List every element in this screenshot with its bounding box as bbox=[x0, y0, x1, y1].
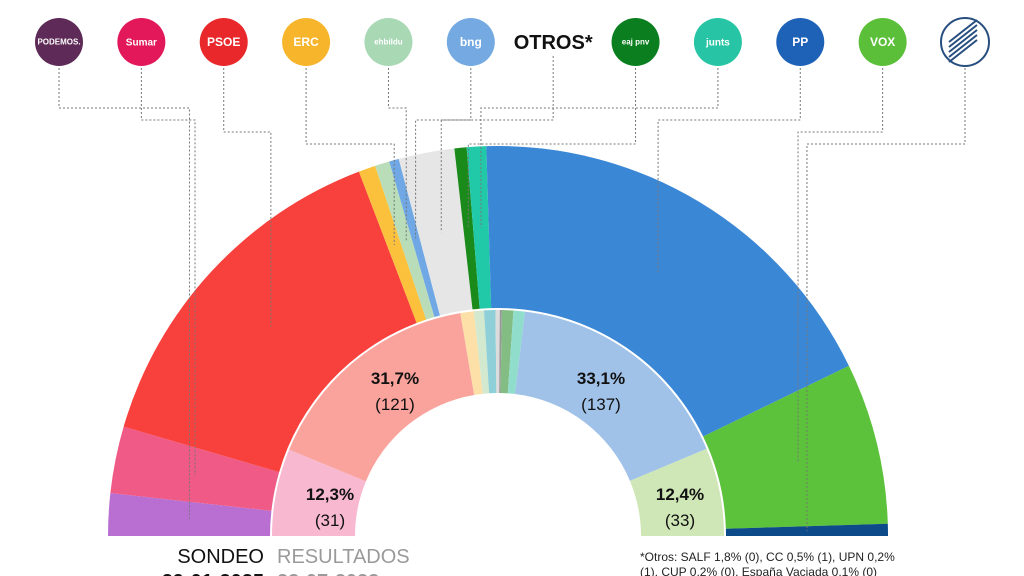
psoe-logo-text: PSOE bbox=[207, 35, 240, 49]
legend-resultados-label: RESULTADOS bbox=[277, 546, 410, 568]
bng-logo-text: bng bbox=[460, 35, 482, 49]
vox-logo-circle bbox=[858, 18, 907, 66]
sondeo-segment-pp bbox=[486, 146, 849, 437]
sondeo-segment-otros bbox=[398, 148, 473, 316]
sondeo-segment-sumar bbox=[110, 426, 280, 511]
sondeo-segment-bng bbox=[389, 158, 440, 318]
vox-logo-text: VOX bbox=[870, 35, 895, 49]
pnv-logo: eaj pnv bbox=[611, 18, 660, 66]
footnote: *Otros: SALF 1,8% (0), CC 0,5% (1), UPN … bbox=[640, 550, 895, 576]
resultados-segment-ehbildu bbox=[473, 310, 490, 394]
podemos-logo-circle bbox=[35, 18, 83, 66]
resultados-segment-cc bbox=[507, 310, 525, 395]
junts-logo-text: junts bbox=[705, 37, 730, 48]
bng-logo: bng bbox=[446, 18, 495, 66]
alvise-logo-stripe bbox=[948, 29, 978, 53]
sondeo-segment-psoe bbox=[123, 171, 417, 473]
footnote-line-2: (1), CUP 0,2% (0), España Vaciada 0,1% (… bbox=[640, 565, 877, 576]
pp-logo: PP bbox=[776, 18, 825, 66]
sondeo-segment-erc bbox=[358, 165, 427, 323]
otros-leader-line bbox=[440, 56, 554, 233]
alvise-logo-ring bbox=[940, 17, 990, 67]
otros-logo: OTROS* bbox=[514, 32, 593, 54]
vox-logo: VOX bbox=[858, 18, 907, 66]
junts-logo-circle bbox=[693, 18, 742, 66]
pp-logo-circle bbox=[776, 18, 825, 66]
pp-logo-text: PP bbox=[792, 35, 808, 49]
pnv-logo-text: eaj pnv bbox=[622, 38, 650, 47]
legend: SONDEO RESULTADOS 29-01-2025 23-07-2023 bbox=[162, 546, 410, 576]
resultados-segment-bng bbox=[483, 310, 497, 394]
psoe-seats: (121) bbox=[375, 395, 415, 414]
legend-resultados-date: 23-07-2023 bbox=[277, 571, 379, 576]
pp-result-label: 33,1% (137) bbox=[577, 369, 625, 414]
pp-leader-line bbox=[657, 68, 801, 272]
pp-seats: (137) bbox=[581, 395, 621, 414]
junts-logo: junts bbox=[693, 18, 742, 66]
resultados-segment-pp bbox=[515, 311, 707, 481]
party-logos: PODEMOS. Sumar PSOE ERC ehbildu bng OTROS* eaj … bbox=[35, 17, 990, 67]
ehbildu-logo: ehbildu bbox=[364, 18, 413, 66]
resultados-segment-junts bbox=[500, 310, 514, 394]
podemos-logo: PODEMOS. bbox=[35, 18, 83, 66]
psoe-leader-line bbox=[223, 68, 272, 327]
resultados-segment-vox bbox=[629, 448, 724, 536]
pnv-logo-circle bbox=[611, 18, 660, 66]
sondeo-segment-junts bbox=[466, 146, 492, 309]
vox-leader-line bbox=[797, 68, 884, 463]
pp-percentage: 33,1% bbox=[577, 369, 625, 388]
sondeo-ring bbox=[108, 146, 888, 536]
bng-logo-circle bbox=[446, 18, 495, 66]
podemos-logo-text: PODEMOS. bbox=[37, 38, 80, 47]
alvise-logo-stripe bbox=[948, 24, 978, 48]
ehbildu-logo-text: ehbildu bbox=[374, 38, 403, 47]
sumar-result-label: 12,3% (31) bbox=[306, 485, 354, 530]
sondeo-segment-ehbildu bbox=[375, 161, 435, 320]
erc-logo-circle bbox=[282, 18, 331, 66]
sumar-seats: (31) bbox=[315, 511, 345, 530]
resultados-segment-sumar bbox=[272, 449, 366, 536]
leader-lines bbox=[58, 56, 966, 532]
erc-logo-text: ERC bbox=[293, 35, 319, 49]
erc-leader-line bbox=[305, 68, 395, 245]
vox-result-label: 12,4% (33) bbox=[656, 485, 704, 530]
sumar-percentage: 12,3% bbox=[306, 485, 354, 504]
sumar-logo-text: Sumar bbox=[126, 37, 157, 48]
resultados-segment-pnv bbox=[499, 310, 502, 394]
resultados-segment-erc bbox=[460, 311, 483, 396]
resultados-ring bbox=[272, 310, 724, 536]
sumar-logo: Sumar bbox=[117, 18, 166, 66]
bng-leader-line bbox=[415, 68, 472, 239]
vox-seats: (33) bbox=[665, 511, 695, 530]
resultados-segment-psoe bbox=[289, 313, 475, 482]
ehbildu-logo-circle bbox=[364, 18, 413, 66]
otros-label: OTROS* bbox=[514, 32, 593, 54]
podemos-leader-line bbox=[58, 68, 190, 519]
junts-leader-line bbox=[480, 68, 719, 228]
vox-percentage: 12,4% bbox=[656, 485, 704, 504]
psoe-percentage: 31,7% bbox=[371, 369, 419, 388]
psoe-result-label: 31,7% (121) bbox=[371, 369, 419, 414]
alvise-logo bbox=[940, 17, 990, 67]
sondeo-segment-alvise bbox=[725, 523, 888, 536]
legend-sondeo-label: SONDEO bbox=[177, 546, 264, 568]
psoe-logo-circle bbox=[199, 18, 248, 66]
sondeo-segment-pnv bbox=[454, 147, 480, 310]
ehbildu-leader-line bbox=[387, 68, 407, 241]
sumar-logo-circle bbox=[117, 18, 166, 66]
psoe-logo: PSOE bbox=[199, 18, 248, 66]
resultados-segment-otros bbox=[495, 310, 500, 394]
legend-sondeo-date: 29-01-2025 bbox=[162, 571, 264, 576]
pnv-leader-line bbox=[467, 68, 637, 229]
erc-logo: ERC bbox=[282, 18, 331, 66]
alvise-logo-stripe bbox=[948, 19, 978, 43]
footnote-line-1: *Otros: SALF 1,8% (0), CC 0,5% (1), UPN … bbox=[640, 550, 895, 564]
alvise-logo-stripe bbox=[948, 39, 978, 63]
sondeo-segment-vox bbox=[703, 365, 888, 529]
alvise-logo-stripe bbox=[948, 34, 978, 58]
alvise-leader-line bbox=[806, 68, 966, 532]
sumar-leader-line bbox=[140, 68, 196, 476]
